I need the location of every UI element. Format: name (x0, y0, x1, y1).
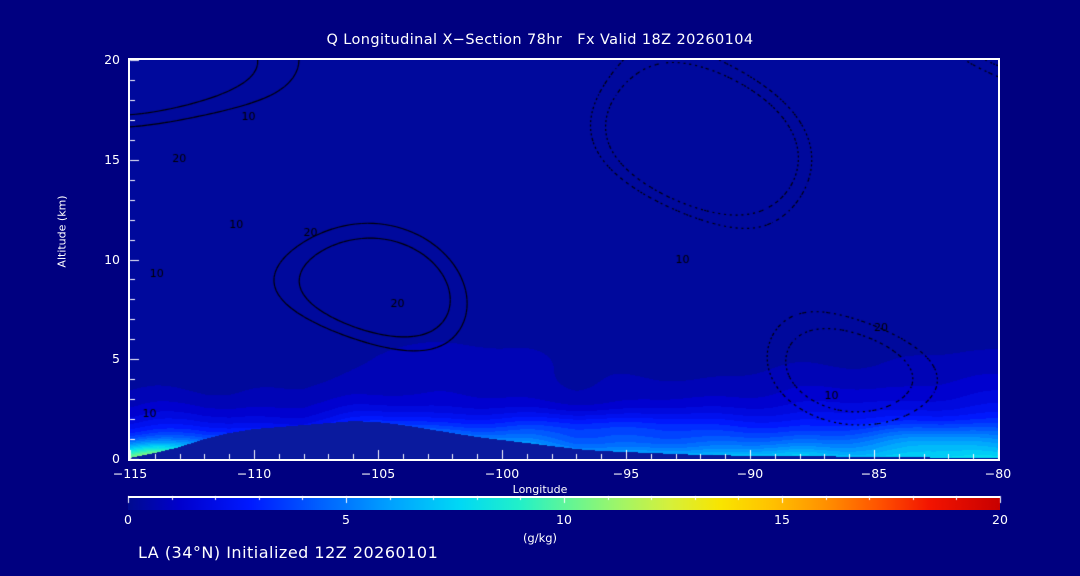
x-tick-label: −110 (236, 466, 272, 481)
colorbar-gradient (128, 496, 1000, 510)
colorbar-tick-label: 10 (556, 512, 572, 527)
x-tick-label: −90 (736, 466, 764, 481)
x-tick-label: −100 (484, 466, 520, 481)
colorbar-tick-label: 5 (342, 512, 350, 527)
x-tick-label: −80 (984, 466, 1012, 481)
colorbar-tick-label: 0 (124, 512, 132, 527)
x-tick-label: −85 (860, 466, 888, 481)
chart-title: Q Longitudinal X−Section 78hr Fx Valid 1… (326, 32, 754, 48)
x-tick-label: −105 (360, 466, 396, 481)
y-tick-label: 15 (104, 151, 120, 167)
y-tick-label: 10 (104, 251, 120, 267)
colorbar-container: 0 5 10 15 20 (124, 496, 1008, 527)
colorbar-tick-label: 15 (774, 512, 790, 527)
footer-caption: LA (34°N) Initialized 12Z 20260101 (138, 543, 439, 562)
colorbar-tick-label: 20 (992, 512, 1008, 527)
y-tick-label: 5 (112, 351, 120, 367)
x-tick-label: −95 (612, 466, 640, 481)
x-axis-label: Longitude (512, 483, 568, 496)
y-tick-label: 20 (104, 52, 120, 67)
y-axis-label: Altitude (km) (55, 195, 69, 268)
cross-section-field (130, 60, 998, 459)
plot-area (128, 58, 1000, 461)
x-tick-label: −115 (112, 466, 148, 481)
y-tick-label: 0 (112, 451, 120, 466)
